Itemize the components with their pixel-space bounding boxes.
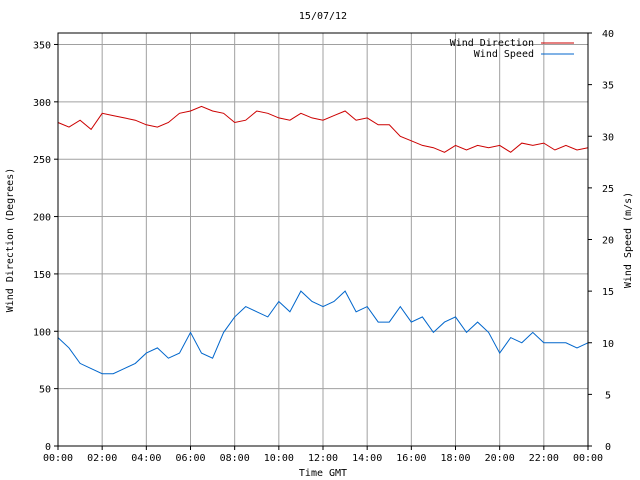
grid-lines [58,33,588,446]
x-tick-label: 04:00 [131,453,161,464]
x-tick-label: 06:00 [175,453,205,464]
x-tick-label: 18:00 [440,453,470,464]
legend-label-direction: Wind Direction [450,38,534,49]
legend-label-speed: Wind Speed [474,49,534,60]
x-tick-label: 10:00 [264,453,294,464]
y-right-tick-label: 10 [602,339,614,350]
y-right-tick-label: 0 [605,442,611,453]
x-tick-label: 22:00 [529,453,559,464]
series-lines [57,105,589,375]
y-right-tick-label: 30 [602,132,614,143]
y-right-axis-label: Wind Speed (m/s) [623,192,634,288]
y-right-tick-label: 15 [602,287,614,298]
x-tick-label: 00:00 [573,453,603,464]
x-tick-label: 08:00 [220,453,250,464]
y-left-tick-label: 0 [45,442,51,453]
series-line-wind-speed [57,290,589,375]
y-left-tick-label: 200 [33,213,51,224]
y-right-tick-label: 20 [602,236,614,247]
y-left-axis-label: Wind Direction (Degrees) [5,168,16,313]
x-tick-label: 16:00 [396,453,426,464]
series-line-wind-direction [57,105,589,153]
legend: Wind Direction Wind Speed [450,38,574,60]
y-right-tick-label: 5 [605,390,611,401]
x-axis-label: Time GMT [299,468,347,479]
x-tick-label: 14:00 [352,453,382,464]
x-tick-label: 02:00 [87,453,117,464]
y-left-tick-label: 100 [33,327,51,338]
y-left-tick-label: 150 [33,270,51,281]
chart-title: 15/07/12 [299,11,347,22]
y-right-tick-label: 35 [602,81,614,92]
tick-labels: 00:00 02:00 04:00 06:00 08:00 10:00 12:00 14:00… [33,29,614,464]
y-left-tick-label: 300 [33,98,51,109]
x-tick-label: 12:00 [308,453,338,464]
y-left-tick-label: 350 [33,40,51,51]
y-right-tick-label: 25 [602,184,614,195]
y-left-tick-label: 250 [33,155,51,166]
y-left-tick-label: 50 [39,385,51,396]
y-right-tick-label: 40 [602,29,614,40]
x-tick-label: 20:00 [485,453,515,464]
x-tick-label: 00:00 [43,453,73,464]
